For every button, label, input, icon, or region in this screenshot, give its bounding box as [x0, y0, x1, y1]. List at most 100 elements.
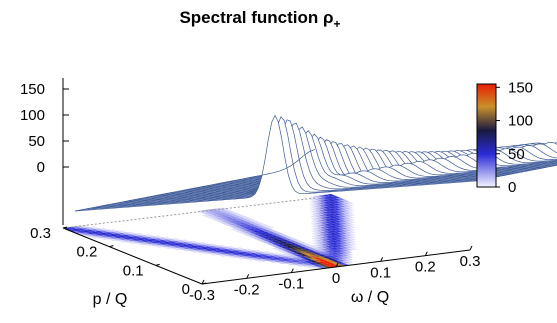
omega-tick-mark: [335, 262, 339, 268]
heat-cell: [346, 228, 356, 231]
heat-cell: [181, 246, 191, 250]
heat-cell: [289, 245, 299, 248]
heat-cell: [299, 258, 309, 262]
heat-cell: [312, 247, 322, 250]
heat-cell: [341, 216, 351, 220]
heat-cell: [329, 242, 339, 246]
heat-cell: [153, 238, 163, 241]
heat-cell: [343, 250, 354, 254]
heat-cell: [272, 254, 282, 258]
heat-cell: [233, 220, 243, 223]
heat-cell: [224, 211, 234, 215]
heat-cell: [203, 246, 214, 249]
heat-cell: [224, 224, 235, 227]
omega-tick-mark: [424, 251, 428, 256]
heat-cell: [85, 227, 95, 230]
heat-cell: [346, 218, 356, 221]
heat-cell: [321, 246, 331, 249]
heat-cell: [117, 237, 127, 241]
heat-cell: [181, 249, 191, 252]
heat-cell: [131, 238, 141, 241]
heat-cell: [325, 238, 335, 241]
heat-cell: [345, 203, 355, 207]
heat-cell: [313, 259, 323, 262]
heat-cell: [243, 224, 253, 227]
p-tick-mark: [155, 263, 160, 266]
heat-cell: [238, 229, 248, 233]
heat-cell: [343, 243, 353, 246]
heat-cell: [206, 211, 216, 215]
heat-cell: [248, 235, 258, 239]
heat-cell: [335, 261, 345, 264]
heat-cell: [249, 252, 259, 256]
heat-cell: [247, 226, 257, 229]
heat-cell: [218, 254, 228, 257]
heat-cell: [286, 262, 296, 266]
heat-cell: [268, 260, 278, 263]
z-ticks: 0 50 100 150: [20, 81, 69, 176]
heat-cell: [315, 232, 325, 235]
surface-line: [92, 122, 494, 208]
heat-cell: [276, 256, 286, 260]
heat-cell: [104, 234, 114, 237]
heat-cell: [314, 222, 325, 225]
heat-cell: [266, 238, 276, 241]
colorbar-tick-label: 50: [508, 146, 525, 163]
heat-cell: [335, 254, 345, 257]
heat-cell: [310, 218, 320, 221]
heat-cell: [251, 223, 262, 226]
heat-cell: [185, 246, 196, 249]
heat-cell: [298, 241, 308, 245]
heat-cell: [215, 213, 225, 216]
heat-cell: [280, 241, 290, 245]
heat-cell: [336, 209, 346, 213]
heat-cell: [318, 214, 329, 218]
heat-cell: [321, 248, 331, 252]
heat-cell: [290, 252, 300, 256]
heat-cell: [94, 230, 104, 234]
heat-cell: [347, 235, 357, 238]
heat-cell: [219, 207, 229, 211]
heat-cell: [328, 215, 338, 219]
heat-cell: [81, 230, 91, 233]
heat-cell: [285, 248, 295, 251]
heat-cell: [276, 254, 286, 257]
heat-cell: [318, 207, 328, 210]
heat-cell: [294, 256, 304, 260]
heat-cell: [322, 263, 332, 266]
heat-cell: [149, 236, 159, 239]
heat-cell: [337, 226, 347, 230]
surface-edge: [474, 164, 557, 182]
heat-cell: [344, 255, 354, 258]
heat-cell: [219, 212, 229, 215]
heat-cell: [229, 225, 239, 229]
heat-cell: [324, 235, 334, 239]
heat-cell: [290, 262, 300, 265]
heat-cell: [72, 228, 82, 232]
heat-cell: [327, 208, 337, 212]
heat-cell: [153, 235, 163, 238]
heat-cell: [265, 228, 275, 232]
heat-cell: [339, 253, 349, 257]
heat-cell: [195, 249, 205, 253]
heat-cell: [243, 231, 253, 234]
heat-cell: [314, 220, 324, 223]
heat-cell: [279, 236, 289, 240]
heat-cell: [76, 233, 86, 236]
heat-cell: [332, 220, 342, 223]
heat-cell: [317, 258, 327, 262]
heat-cell: [258, 256, 268, 260]
heat-cell: [312, 257, 322, 260]
heat-cell: [280, 248, 290, 252]
heat-cell: [244, 248, 254, 251]
heat-cell: [318, 212, 328, 215]
p-axis-label: p / Q: [93, 291, 128, 308]
heat-cell: [336, 212, 346, 215]
heat-cell: [339, 251, 349, 254]
heat-cell: [158, 242, 168, 245]
heat-cell: [317, 256, 327, 259]
heat-cell: [329, 232, 339, 236]
heat-cell: [108, 238, 118, 242]
heat-cell: [320, 231, 330, 235]
heat-cell: [231, 252, 241, 256]
